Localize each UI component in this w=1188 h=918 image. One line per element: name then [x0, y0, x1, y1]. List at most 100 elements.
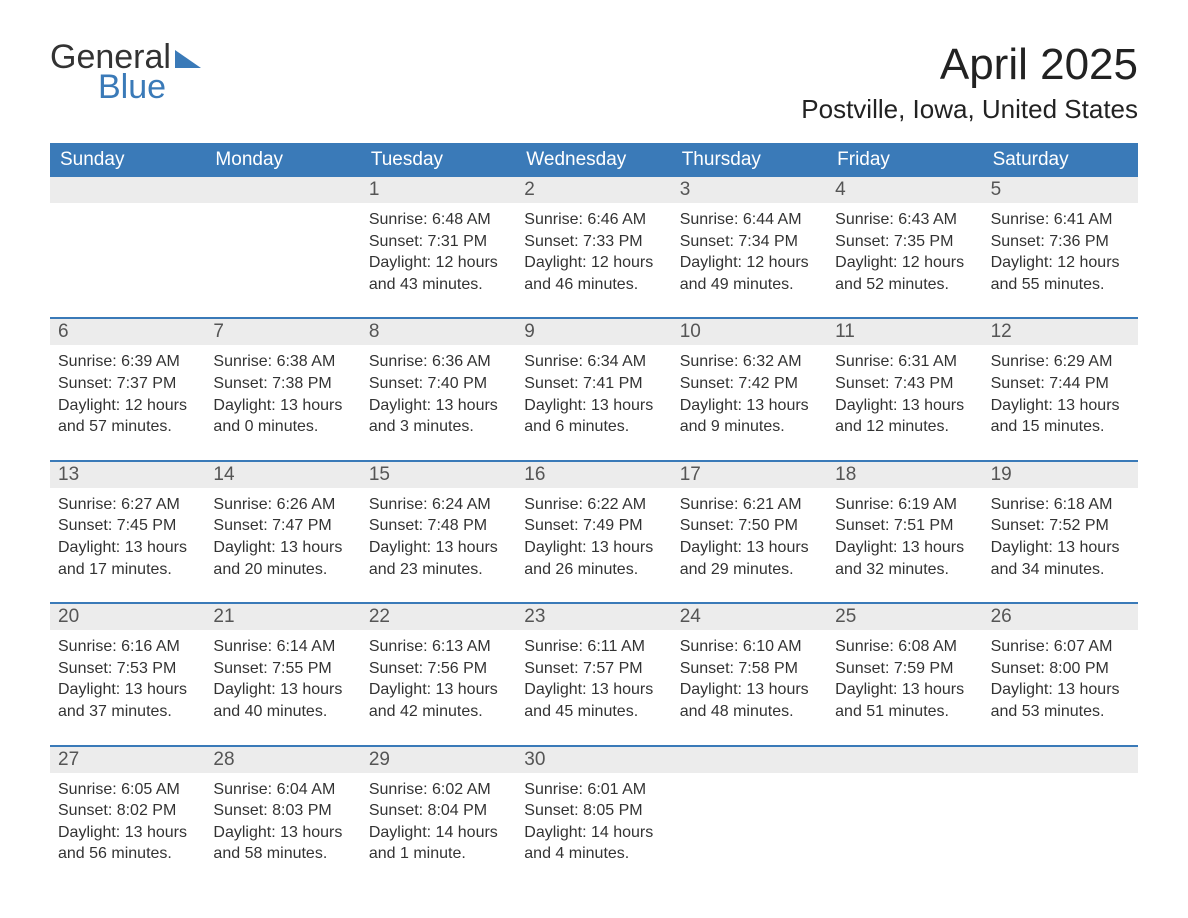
- daylight-line: Daylight: 13 hours and 58 minutes.: [213, 822, 352, 865]
- day-number: 28: [205, 747, 360, 773]
- sunset-line: Sunset: 7:58 PM: [680, 658, 819, 680]
- sunset-line: Sunset: 7:36 PM: [991, 231, 1130, 253]
- day-number: 19: [983, 462, 1138, 488]
- calendar-day: 12Sunrise: 6:29 AMSunset: 7:44 PMDayligh…: [983, 319, 1138, 451]
- sunset-line: Sunset: 7:52 PM: [991, 515, 1130, 537]
- day-content: Sunrise: 6:04 AMSunset: 8:03 PMDaylight:…: [205, 773, 360, 879]
- daylight-line: Daylight: 13 hours and 26 minutes.: [524, 537, 663, 580]
- sunrise-line: Sunrise: 6:43 AM: [835, 209, 974, 231]
- calendar-day: 10Sunrise: 6:32 AMSunset: 7:42 PMDayligh…: [672, 319, 827, 451]
- day-content: Sunrise: 6:46 AMSunset: 7:33 PMDaylight:…: [516, 203, 671, 309]
- sunset-line: Sunset: 7:37 PM: [58, 373, 197, 395]
- sunrise-line: Sunrise: 6:16 AM: [58, 636, 197, 658]
- calendar-day: 30Sunrise: 6:01 AMSunset: 8:05 PMDayligh…: [516, 747, 671, 879]
- sunset-line: Sunset: 7:55 PM: [213, 658, 352, 680]
- day-content: Sunrise: 6:07 AMSunset: 8:00 PMDaylight:…: [983, 630, 1138, 736]
- day-number: 29: [361, 747, 516, 773]
- header: General Blue April 2025 Postville, Iowa,…: [50, 40, 1138, 125]
- day-content: Sunrise: 6:22 AMSunset: 7:49 PMDaylight:…: [516, 488, 671, 594]
- calendar-day: 7Sunrise: 6:38 AMSunset: 7:38 PMDaylight…: [205, 319, 360, 451]
- calendar-day: 14Sunrise: 6:26 AMSunset: 7:47 PMDayligh…: [205, 462, 360, 594]
- sunrise-line: Sunrise: 6:07 AM: [991, 636, 1130, 658]
- sunrise-line: Sunrise: 6:34 AM: [524, 351, 663, 373]
- daylight-line: Daylight: 13 hours and 0 minutes.: [213, 395, 352, 438]
- daylight-line: Daylight: 12 hours and 52 minutes.: [835, 252, 974, 295]
- day-number: 18: [827, 462, 982, 488]
- day-number: 25: [827, 604, 982, 630]
- sunset-line: Sunset: 7:34 PM: [680, 231, 819, 253]
- calendar-day: 29Sunrise: 6:02 AMSunset: 8:04 PMDayligh…: [361, 747, 516, 879]
- calendar-week: 6Sunrise: 6:39 AMSunset: 7:37 PMDaylight…: [50, 317, 1138, 451]
- sunset-line: Sunset: 8:03 PM: [213, 800, 352, 822]
- sunrise-line: Sunrise: 6:21 AM: [680, 494, 819, 516]
- location: Postville, Iowa, United States: [801, 94, 1138, 125]
- calendar-header-row: Sunday Monday Tuesday Wednesday Thursday…: [50, 143, 1138, 177]
- weekday-monday: Monday: [205, 143, 360, 177]
- day-number: 12: [983, 319, 1138, 345]
- sunrise-line: Sunrise: 6:29 AM: [991, 351, 1130, 373]
- sunset-line: Sunset: 7:50 PM: [680, 515, 819, 537]
- calendar-day: 9Sunrise: 6:34 AMSunset: 7:41 PMDaylight…: [516, 319, 671, 451]
- day-number: 20: [50, 604, 205, 630]
- sunrise-line: Sunrise: 6:46 AM: [524, 209, 663, 231]
- sunset-line: Sunset: 8:05 PM: [524, 800, 663, 822]
- day-content: Sunrise: 6:41 AMSunset: 7:36 PMDaylight:…: [983, 203, 1138, 309]
- sunset-line: Sunset: 7:48 PM: [369, 515, 508, 537]
- calendar-day: 2Sunrise: 6:46 AMSunset: 7:33 PMDaylight…: [516, 177, 671, 309]
- day-number: 10: [672, 319, 827, 345]
- day-content: Sunrise: 6:05 AMSunset: 8:02 PMDaylight:…: [50, 773, 205, 879]
- sunset-line: Sunset: 7:40 PM: [369, 373, 508, 395]
- calendar-day: 19Sunrise: 6:18 AMSunset: 7:52 PMDayligh…: [983, 462, 1138, 594]
- day-number: 16: [516, 462, 671, 488]
- daylight-line: Daylight: 12 hours and 57 minutes.: [58, 395, 197, 438]
- daylight-line: Daylight: 13 hours and 32 minutes.: [835, 537, 974, 580]
- daylight-line: Daylight: 13 hours and 51 minutes.: [835, 679, 974, 722]
- calendar: Sunday Monday Tuesday Wednesday Thursday…: [50, 143, 1138, 879]
- sunrise-line: Sunrise: 6:41 AM: [991, 209, 1130, 231]
- day-content: Sunrise: 6:26 AMSunset: 7:47 PMDaylight:…: [205, 488, 360, 594]
- day-content: Sunrise: 6:32 AMSunset: 7:42 PMDaylight:…: [672, 345, 827, 451]
- calendar-day: 8Sunrise: 6:36 AMSunset: 7:40 PMDaylight…: [361, 319, 516, 451]
- day-content: Sunrise: 6:21 AMSunset: 7:50 PMDaylight:…: [672, 488, 827, 594]
- day-number: 17: [672, 462, 827, 488]
- day-number: 11: [827, 319, 982, 345]
- logo: General Blue: [50, 40, 201, 104]
- calendar-week: 27Sunrise: 6:05 AMSunset: 8:02 PMDayligh…: [50, 745, 1138, 879]
- weekday-saturday: Saturday: [983, 143, 1138, 177]
- day-content: Sunrise: 6:39 AMSunset: 7:37 PMDaylight:…: [50, 345, 205, 451]
- calendar-week: 13Sunrise: 6:27 AMSunset: 7:45 PMDayligh…: [50, 460, 1138, 594]
- day-content: Sunrise: 6:11 AMSunset: 7:57 PMDaylight:…: [516, 630, 671, 736]
- daylight-line: Daylight: 12 hours and 46 minutes.: [524, 252, 663, 295]
- daylight-line: Daylight: 13 hours and 9 minutes.: [680, 395, 819, 438]
- calendar-day: 26Sunrise: 6:07 AMSunset: 8:00 PMDayligh…: [983, 604, 1138, 736]
- sunrise-line: Sunrise: 6:48 AM: [369, 209, 508, 231]
- calendar-day: [50, 177, 205, 309]
- day-content: Sunrise: 6:44 AMSunset: 7:34 PMDaylight:…: [672, 203, 827, 309]
- calendar-week: 1Sunrise: 6:48 AMSunset: 7:31 PMDaylight…: [50, 177, 1138, 309]
- calendar-day: 25Sunrise: 6:08 AMSunset: 7:59 PMDayligh…: [827, 604, 982, 736]
- day-content: Sunrise: 6:31 AMSunset: 7:43 PMDaylight:…: [827, 345, 982, 451]
- sunset-line: Sunset: 7:33 PM: [524, 231, 663, 253]
- calendar-day: 15Sunrise: 6:24 AMSunset: 7:48 PMDayligh…: [361, 462, 516, 594]
- daylight-line: Daylight: 13 hours and 37 minutes.: [58, 679, 197, 722]
- daylight-line: Daylight: 13 hours and 29 minutes.: [680, 537, 819, 580]
- sunrise-line: Sunrise: 6:02 AM: [369, 779, 508, 801]
- calendar-day: [672, 747, 827, 879]
- calendar-day: 18Sunrise: 6:19 AMSunset: 7:51 PMDayligh…: [827, 462, 982, 594]
- daylight-line: Daylight: 13 hours and 20 minutes.: [213, 537, 352, 580]
- sunrise-line: Sunrise: 6:13 AM: [369, 636, 508, 658]
- daylight-line: Daylight: 12 hours and 55 minutes.: [991, 252, 1130, 295]
- sunset-line: Sunset: 8:04 PM: [369, 800, 508, 822]
- sunrise-line: Sunrise: 6:11 AM: [524, 636, 663, 658]
- sunrise-line: Sunrise: 6:18 AM: [991, 494, 1130, 516]
- weekday-thursday: Thursday: [672, 143, 827, 177]
- day-number: 30: [516, 747, 671, 773]
- calendar-day: 27Sunrise: 6:05 AMSunset: 8:02 PMDayligh…: [50, 747, 205, 879]
- day-content: Sunrise: 6:13 AMSunset: 7:56 PMDaylight:…: [361, 630, 516, 736]
- daylight-line: Daylight: 13 hours and 45 minutes.: [524, 679, 663, 722]
- calendar-day: 4Sunrise: 6:43 AMSunset: 7:35 PMDaylight…: [827, 177, 982, 309]
- sunset-line: Sunset: 8:00 PM: [991, 658, 1130, 680]
- calendar-day: 23Sunrise: 6:11 AMSunset: 7:57 PMDayligh…: [516, 604, 671, 736]
- day-number: 6: [50, 319, 205, 345]
- day-content: Sunrise: 6:34 AMSunset: 7:41 PMDaylight:…: [516, 345, 671, 451]
